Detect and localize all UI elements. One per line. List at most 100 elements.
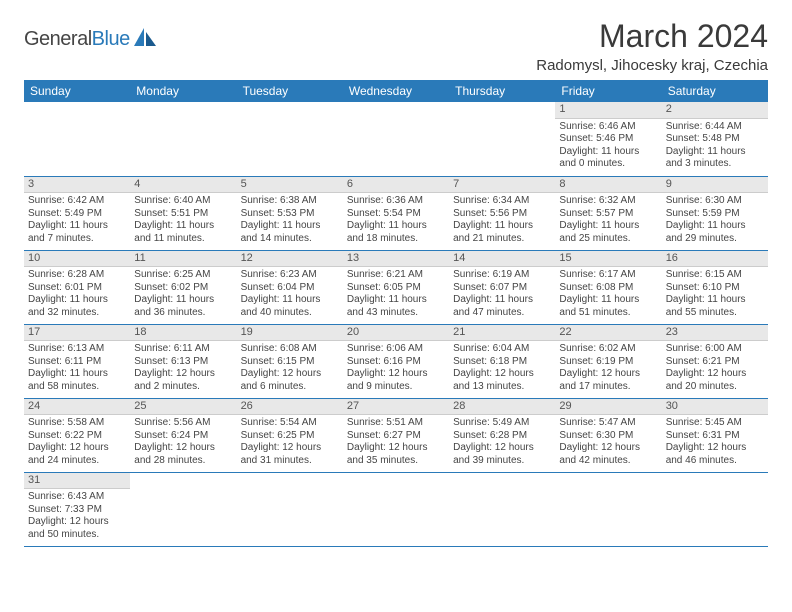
cell-text: Daylight: 12 hours bbox=[453, 442, 551, 455]
day-number: 21 bbox=[449, 325, 555, 342]
calendar-page: GeneralBlue March 2024 Radomysl, Jihoces… bbox=[0, 0, 792, 565]
cell-text: and 32 minutes. bbox=[28, 307, 126, 320]
calendar-week-row: 10Sunrise: 6:28 AMSunset: 6:01 PMDayligh… bbox=[24, 250, 768, 324]
cell-text: Sunset: 6:27 PM bbox=[347, 430, 445, 443]
cell-text: Sunrise: 6:15 AM bbox=[666, 269, 764, 282]
cell-text: Sunset: 5:56 PM bbox=[453, 208, 551, 221]
cell-text: Daylight: 12 hours bbox=[559, 442, 657, 455]
cell-text: Sunset: 6:30 PM bbox=[559, 430, 657, 443]
cell-text: and 51 minutes. bbox=[559, 307, 657, 320]
cell-text: Sunset: 6:24 PM bbox=[134, 430, 232, 443]
cell-text: Sunrise: 5:56 AM bbox=[134, 417, 232, 430]
cell-text: Sunrise: 6:00 AM bbox=[666, 343, 764, 356]
calendar-cell bbox=[237, 472, 343, 546]
cell-text: Sunset: 6:22 PM bbox=[28, 430, 126, 443]
cell-text: and 31 minutes. bbox=[241, 455, 339, 468]
cell-text: and 7 minutes. bbox=[28, 233, 126, 246]
cell-text: Sunrise: 6:46 AM bbox=[559, 121, 657, 134]
cell-text: Daylight: 11 hours bbox=[666, 294, 764, 307]
header: GeneralBlue March 2024 Radomysl, Jihoces… bbox=[24, 18, 768, 74]
day-number: 3 bbox=[24, 177, 130, 194]
calendar-cell: 30Sunrise: 5:45 AMSunset: 6:31 PMDayligh… bbox=[662, 398, 768, 472]
cell-text: Daylight: 11 hours bbox=[666, 146, 764, 159]
calendar-cell: 24Sunrise: 5:58 AMSunset: 6:22 PMDayligh… bbox=[24, 398, 130, 472]
cell-text: Sunset: 6:10 PM bbox=[666, 282, 764, 295]
cell-text: and 17 minutes. bbox=[559, 381, 657, 394]
cell-text: Daylight: 12 hours bbox=[347, 368, 445, 381]
cell-text: and 11 minutes. bbox=[134, 233, 232, 246]
cell-text: Sunset: 6:31 PM bbox=[666, 430, 764, 443]
cell-text: Daylight: 11 hours bbox=[559, 146, 657, 159]
cell-text: Sunrise: 6:38 AM bbox=[241, 195, 339, 208]
cell-text: Daylight: 12 hours bbox=[28, 516, 126, 529]
cell-text: and 29 minutes. bbox=[666, 233, 764, 246]
calendar-cell: 5Sunrise: 6:38 AMSunset: 5:53 PMDaylight… bbox=[237, 176, 343, 250]
cell-text: and 9 minutes. bbox=[347, 381, 445, 394]
cell-text: Sunrise: 6:06 AM bbox=[347, 343, 445, 356]
cell-text: Sunset: 5:48 PM bbox=[666, 133, 764, 146]
cell-text: Daylight: 11 hours bbox=[559, 294, 657, 307]
cell-text: Daylight: 12 hours bbox=[28, 442, 126, 455]
cell-text: Daylight: 11 hours bbox=[134, 220, 232, 233]
cell-text: Sunset: 6:21 PM bbox=[666, 356, 764, 369]
cell-text: and 42 minutes. bbox=[559, 455, 657, 468]
cell-text: Sunrise: 6:28 AM bbox=[28, 269, 126, 282]
day-number: 20 bbox=[343, 325, 449, 342]
calendar-cell: 27Sunrise: 5:51 AMSunset: 6:27 PMDayligh… bbox=[343, 398, 449, 472]
day-number: 9 bbox=[662, 177, 768, 194]
day-number: 23 bbox=[662, 325, 768, 342]
day-number: 1 bbox=[555, 102, 661, 119]
cell-text: Sunrise: 5:47 AM bbox=[559, 417, 657, 430]
cell-text: Sunset: 6:19 PM bbox=[559, 356, 657, 369]
calendar-week-row: 17Sunrise: 6:13 AMSunset: 6:11 PMDayligh… bbox=[24, 324, 768, 398]
cell-text: and 0 minutes. bbox=[559, 158, 657, 171]
calendar-cell: 25Sunrise: 5:56 AMSunset: 6:24 PMDayligh… bbox=[130, 398, 236, 472]
cell-text: and 24 minutes. bbox=[28, 455, 126, 468]
day-number: 29 bbox=[555, 399, 661, 416]
calendar-cell: 31Sunrise: 6:43 AMSunset: 7:33 PMDayligh… bbox=[24, 472, 130, 546]
cell-text: Sunrise: 6:36 AM bbox=[347, 195, 445, 208]
day-number: 16 bbox=[662, 251, 768, 268]
day-number: 13 bbox=[343, 251, 449, 268]
calendar-cell: 1Sunrise: 6:46 AMSunset: 5:46 PMDaylight… bbox=[555, 102, 661, 176]
cell-text: Sunset: 6:15 PM bbox=[241, 356, 339, 369]
cell-text: Sunset: 6:16 PM bbox=[347, 356, 445, 369]
calendar-cell: 28Sunrise: 5:49 AMSunset: 6:28 PMDayligh… bbox=[449, 398, 555, 472]
calendar-cell: 15Sunrise: 6:17 AMSunset: 6:08 PMDayligh… bbox=[555, 250, 661, 324]
cell-text: Sunrise: 6:02 AM bbox=[559, 343, 657, 356]
cell-text: Daylight: 12 hours bbox=[241, 368, 339, 381]
logo-text: GeneralBlue bbox=[24, 28, 130, 51]
cell-text: Sunrise: 6:40 AM bbox=[134, 195, 232, 208]
day-number: 17 bbox=[24, 325, 130, 342]
cell-text: and 43 minutes. bbox=[347, 307, 445, 320]
calendar-cell: 14Sunrise: 6:19 AMSunset: 6:07 PMDayligh… bbox=[449, 250, 555, 324]
cell-text: Sunrise: 5:45 AM bbox=[666, 417, 764, 430]
calendar-cell: 26Sunrise: 5:54 AMSunset: 6:25 PMDayligh… bbox=[237, 398, 343, 472]
cell-text: Sunrise: 6:25 AM bbox=[134, 269, 232, 282]
calendar-body: 1Sunrise: 6:46 AMSunset: 5:46 PMDaylight… bbox=[24, 102, 768, 546]
title-block: March 2024 Radomysl, Jihocesky kraj, Cze… bbox=[536, 18, 768, 74]
cell-text: Sunrise: 5:58 AM bbox=[28, 417, 126, 430]
day-header: Wednesday bbox=[343, 80, 449, 102]
cell-text: Sunset: 6:28 PM bbox=[453, 430, 551, 443]
calendar-cell bbox=[343, 472, 449, 546]
cell-text: Sunset: 6:04 PM bbox=[241, 282, 339, 295]
cell-text: Sunrise: 6:23 AM bbox=[241, 269, 339, 282]
cell-text: Sunset: 6:18 PM bbox=[453, 356, 551, 369]
calendar-cell bbox=[24, 102, 130, 176]
calendar-cell: 29Sunrise: 5:47 AMSunset: 6:30 PMDayligh… bbox=[555, 398, 661, 472]
day-number: 14 bbox=[449, 251, 555, 268]
cell-text: Daylight: 11 hours bbox=[28, 294, 126, 307]
day-header: Monday bbox=[130, 80, 236, 102]
calendar-cell: 8Sunrise: 6:32 AMSunset: 5:57 PMDaylight… bbox=[555, 176, 661, 250]
cell-text: Sunset: 5:59 PM bbox=[666, 208, 764, 221]
calendar-week-row: 24Sunrise: 5:58 AMSunset: 6:22 PMDayligh… bbox=[24, 398, 768, 472]
calendar-cell: 22Sunrise: 6:02 AMSunset: 6:19 PMDayligh… bbox=[555, 324, 661, 398]
calendar-cell: 19Sunrise: 6:08 AMSunset: 6:15 PMDayligh… bbox=[237, 324, 343, 398]
cell-text: Daylight: 11 hours bbox=[453, 220, 551, 233]
cell-text: and 28 minutes. bbox=[134, 455, 232, 468]
cell-text: Sunset: 6:13 PM bbox=[134, 356, 232, 369]
day-number: 31 bbox=[24, 473, 130, 490]
cell-text: Sunrise: 6:42 AM bbox=[28, 195, 126, 208]
logo-word-2: Blue bbox=[92, 28, 130, 50]
